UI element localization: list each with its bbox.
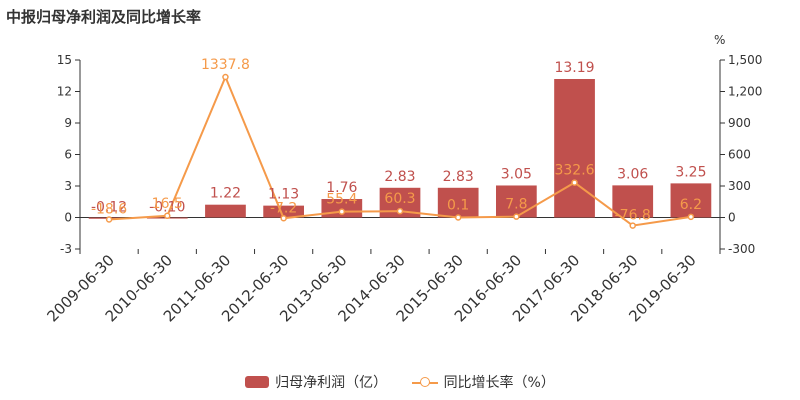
bar-series bbox=[88, 79, 712, 219]
line-series bbox=[105, 73, 695, 229]
line-point[interactable] bbox=[513, 213, 520, 220]
line-value-label: -76.8 bbox=[615, 208, 651, 224]
bar[interactable] bbox=[496, 185, 537, 218]
bar-value-label: 3.05 bbox=[501, 166, 532, 182]
bar[interactable] bbox=[263, 205, 304, 218]
line-value-label: -18.6 bbox=[91, 201, 127, 217]
bar[interactable] bbox=[205, 204, 246, 218]
line-value-label: 16.5 bbox=[152, 196, 183, 212]
bar-value-label: 1.13 bbox=[268, 187, 299, 203]
y-left-tick-label: 0 bbox=[64, 211, 72, 225]
line-point[interactable] bbox=[571, 179, 578, 186]
y-right-tick-label: 900 bbox=[728, 116, 751, 130]
line-value-label: 1337.8 bbox=[201, 57, 250, 73]
bar-value-label: 3.25 bbox=[675, 164, 706, 180]
legend: 归母净利润（亿） 同比增长率（%） bbox=[0, 372, 800, 392]
y-left-tick-label: 9 bbox=[64, 116, 72, 130]
line-point[interactable] bbox=[687, 213, 695, 221]
bar-value-label: -0.10 bbox=[149, 200, 185, 216]
y-right-tick-label: 300 bbox=[728, 179, 751, 193]
legend-line-swatch bbox=[411, 376, 438, 388]
bar[interactable] bbox=[554, 79, 595, 218]
bar-value-label: 2.83 bbox=[443, 169, 474, 185]
y-right-tick-label: 1,200 bbox=[728, 85, 762, 99]
bar[interactable] bbox=[670, 183, 712, 218]
line-value-label: 60.3 bbox=[384, 191, 415, 207]
legend-item-profit[interactable]: 归母净利润（亿） bbox=[245, 372, 387, 392]
line-point[interactable] bbox=[222, 73, 229, 81]
y-right-unit: % bbox=[714, 33, 725, 47]
bar-value-label: -0.12 bbox=[91, 200, 127, 216]
line-value-label: -7.2 bbox=[270, 200, 297, 216]
bar[interactable] bbox=[612, 185, 654, 218]
bar-value-label: 3.06 bbox=[617, 166, 648, 182]
y-left-tick-label: 12 bbox=[57, 85, 72, 99]
line-point[interactable] bbox=[280, 215, 287, 222]
y-left-tick-label: 15 bbox=[57, 53, 72, 67]
line-value-label: 7.8 bbox=[505, 197, 527, 213]
line-point[interactable] bbox=[105, 216, 113, 223]
line-value-label: 332.6 bbox=[554, 163, 594, 179]
y-left-tick-label: 6 bbox=[64, 148, 72, 162]
y-right-tick-label: 1,500 bbox=[728, 53, 762, 67]
line-value-label: 6.2 bbox=[680, 197, 702, 213]
legend-bar-swatch bbox=[245, 376, 270, 388]
bar-value-label: 13.19 bbox=[554, 60, 594, 76]
y-left-tick-label: 3 bbox=[64, 179, 72, 193]
bar[interactable] bbox=[437, 187, 479, 218]
legend-item-growth[interactable]: 同比增长率（%） bbox=[411, 372, 555, 392]
line-value-label: 0.1 bbox=[447, 197, 469, 213]
line-point[interactable] bbox=[338, 208, 346, 215]
y-left-tick-label: -3 bbox=[60, 242, 72, 256]
line-point[interactable] bbox=[454, 214, 462, 221]
bar-value-label: 1.76 bbox=[326, 180, 357, 196]
y-right-tick-label: 0 bbox=[728, 211, 736, 225]
line-point[interactable] bbox=[164, 212, 171, 220]
y-right-tick-label: -300 bbox=[728, 242, 755, 256]
line-value-label: 55.4 bbox=[326, 192, 357, 208]
data-labels: -0.12 -0.10 1.22 1.13 1.76 2.83 2.83 3.05 13.19 3… bbox=[91, 57, 707, 224]
line-point[interactable] bbox=[396, 207, 404, 215]
y-right-tick-label: 600 bbox=[728, 148, 751, 162]
line-point[interactable] bbox=[629, 222, 636, 229]
chart-title: 中报归母净利润及同比增长率 bbox=[6, 8, 202, 26]
legend-label-profit: 归母净利润（亿） bbox=[275, 375, 388, 391]
bar-value-label: 2.83 bbox=[384, 169, 415, 185]
bar-value-label: 1.22 bbox=[210, 186, 241, 202]
legend-label-growth: 同比增长率（%） bbox=[443, 375, 555, 391]
